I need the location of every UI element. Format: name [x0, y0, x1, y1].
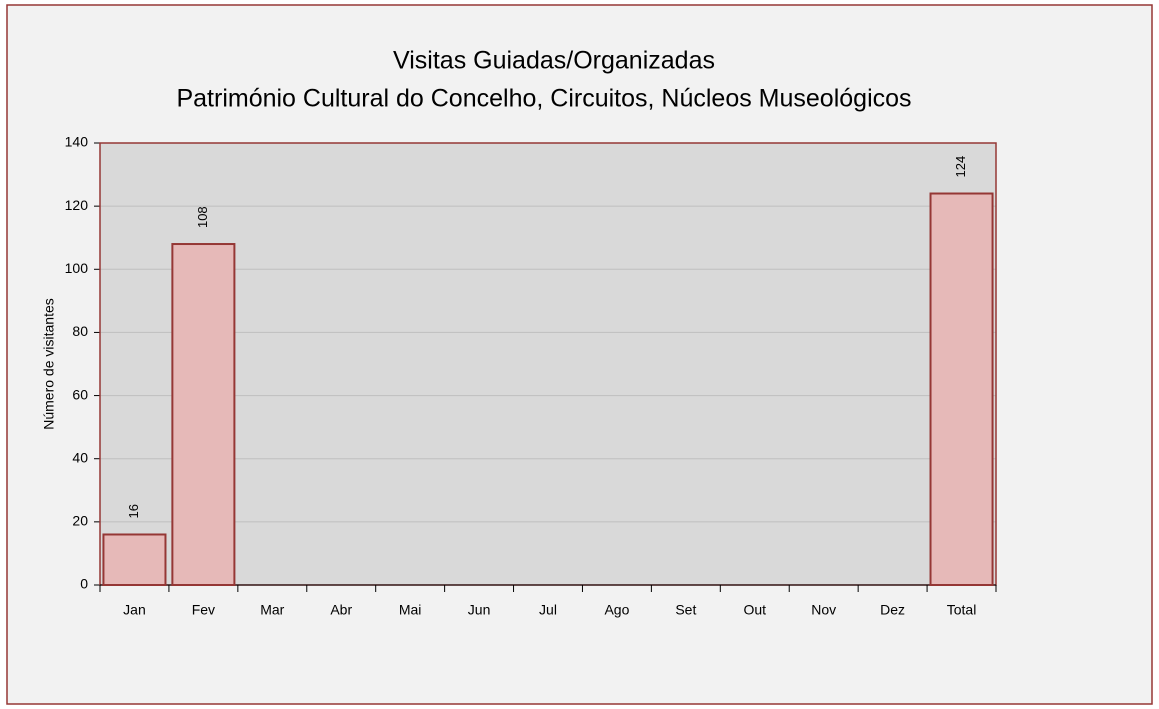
x-tick-label: Jan: [123, 602, 146, 618]
bar: [929, 192, 994, 586]
x-tick-label: Mar: [260, 602, 284, 618]
bar: [171, 243, 236, 586]
y-tick-label: 40: [72, 449, 88, 465]
x-tick-label: Dez: [880, 602, 905, 618]
y-tick-label: 140: [65, 134, 89, 150]
x-tick-label: Ago: [604, 602, 629, 618]
x-tick-label: Fev: [192, 602, 215, 618]
x-tick-label: Mai: [399, 602, 422, 618]
y-axis-label: Número de visitantes: [41, 298, 57, 430]
y-tick-label: 120: [65, 197, 89, 213]
data-label: 16: [126, 504, 141, 518]
data-label: 124: [953, 156, 968, 178]
x-tick-label: Nov: [811, 602, 836, 618]
x-tick-label: Total: [947, 602, 977, 618]
y-tick-label: 0: [80, 576, 88, 592]
y-tick-label: 100: [65, 260, 89, 276]
y-tick-label: 80: [72, 323, 88, 339]
x-tick-label: Jun: [468, 602, 491, 618]
data-label: 108: [195, 206, 210, 228]
y-tick-label: 60: [72, 386, 88, 402]
bar: [102, 533, 167, 587]
x-tick-label: Jul: [539, 602, 557, 618]
x-tick-label: Out: [743, 602, 766, 618]
y-tick-label: 20: [72, 513, 88, 529]
chart-title: Visitas Guiadas/Organizadas: [393, 47, 715, 75]
x-tick-label: Abr: [330, 602, 352, 618]
x-tick-label: Set: [675, 602, 696, 618]
plot-area: [100, 143, 996, 585]
chart-subtitle: Património Cultural do Concelho, Circuit…: [176, 85, 911, 113]
